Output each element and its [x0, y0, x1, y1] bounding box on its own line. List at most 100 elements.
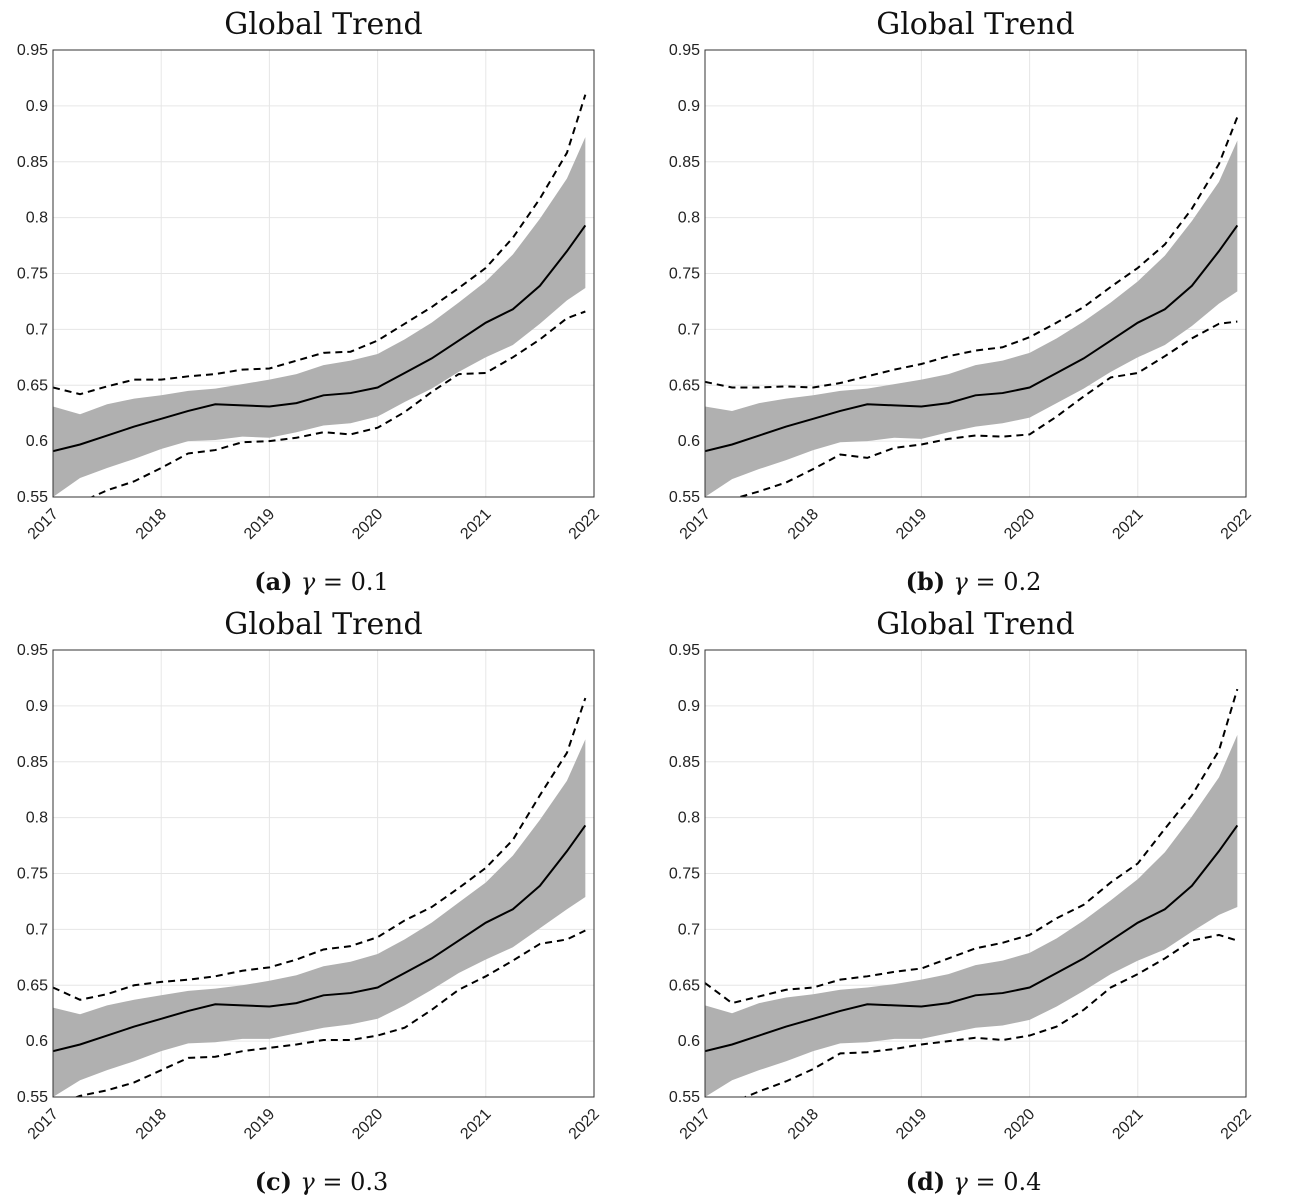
y-tick-label: 0.9	[678, 698, 700, 715]
chart-d: 0.55 0.6 0.65 0.7 0.75 0.8 0.85 0.9 0.95 2017 2018…	[669, 607, 1255, 1196]
x-tick-label: 2022	[1218, 506, 1255, 543]
caption-c: (c) γ = 0.3	[255, 1167, 389, 1196]
chart-b: 0.55 0.6 0.65 0.7 0.75 0.8 0.85 0.9 0.95 2017 2018…	[669, 7, 1255, 596]
caption-symbol: γ	[953, 1168, 975, 1196]
lower-bound-line	[74, 929, 586, 1097]
x-tick-label: 2017	[677, 1106, 714, 1143]
x-tick-label: 2021	[1109, 1106, 1146, 1143]
x-tick-label: 2022	[566, 506, 603, 543]
confidence-band	[53, 137, 586, 497]
caption-symbol: γ	[301, 568, 323, 596]
trend-line	[705, 224, 1239, 453]
confidence-band	[53, 739, 586, 1097]
panel-c: 0.55 0.6 0.65 0.7 0.75 0.8 0.85 0.9 0.95 2017 2018…	[0, 600, 640, 1200]
chart-title: Global Trend	[224, 607, 422, 642]
lower-bound-line	[89, 310, 586, 497]
trend-line	[53, 824, 587, 1053]
lower-bound-line	[742, 933, 1238, 1097]
x-tick-label: 2017	[25, 506, 62, 543]
x-tick-label: 2020	[349, 1106, 386, 1143]
y-tick-label: 0.95	[669, 642, 700, 659]
x-tick-label: 2019	[893, 506, 930, 543]
plot-content	[53, 94, 587, 497]
plot-content	[53, 697, 587, 1097]
x-tick-label: 2019	[893, 1106, 930, 1143]
axes-box	[52, 49, 595, 498]
x-tick-label: 2018	[133, 1106, 170, 1143]
y-tick-label: 0.95	[669, 42, 700, 59]
plot-content	[705, 116, 1239, 497]
x-tick-label: 2020	[349, 506, 386, 543]
y-tick-label: 0.8	[26, 210, 48, 227]
y-tick-label: 0.85	[17, 754, 48, 771]
axes-box	[704, 49, 1247, 498]
y-tick-label: 0.8	[26, 810, 48, 827]
y-tick-label: 0.9	[26, 98, 48, 115]
axes-box	[52, 649, 595, 1098]
y-tick-label: 0.65	[17, 377, 48, 394]
plot-content	[705, 688, 1239, 1097]
caption-label: (c)	[255, 1167, 301, 1196]
x-tick-label: 2018	[785, 1106, 822, 1143]
x-tick-label: 2018	[133, 506, 170, 543]
y-tick-label: 0.85	[17, 154, 48, 171]
chart-title: Global Trend	[876, 607, 1074, 642]
chart-c: 0.55 0.6 0.65 0.7 0.75 0.8 0.85 0.9 0.95 2017 2018…	[17, 607, 603, 1196]
y-tick-label: 0.7	[678, 321, 700, 338]
y-tick-label: 0.6	[26, 433, 48, 450]
panel-a: 0.55 0.6 0.65 0.7 0.75 0.8 0.85 0.9 0.95 2017 2018…	[0, 0, 640, 600]
trend-line	[705, 824, 1239, 1053]
panel-d: 0.55 0.6 0.65 0.7 0.75 0.8 0.85 0.9 0.95 2017 2018…	[652, 600, 1292, 1200]
y-tick-label: 0.55	[17, 1089, 48, 1106]
caption-value: = 0.2	[975, 568, 1041, 596]
y-tick-label: 0.55	[17, 489, 48, 506]
y-tick-label: 0.85	[669, 754, 700, 771]
y-tick-label: 0.75	[669, 866, 700, 883]
y-tick-label: 0.55	[669, 489, 700, 506]
y-tick-label: 0.75	[669, 266, 700, 283]
axes-box	[704, 649, 1247, 1098]
x-tick-label: 2019	[241, 506, 278, 543]
caption-symbol: γ	[953, 568, 975, 596]
caption-value: = 0.3	[322, 1168, 388, 1196]
x-tick-label: 2020	[1001, 1106, 1038, 1143]
y-tick-label: 0.65	[669, 377, 700, 394]
x-tick-label: 2021	[457, 1106, 494, 1143]
confidence-band	[705, 140, 1238, 497]
trend-line	[53, 224, 587, 453]
chart-title: Global Trend	[876, 7, 1074, 42]
chart-title: Global Trend	[224, 7, 422, 42]
y-tick-label: 0.6	[678, 1033, 700, 1050]
lower-bound-line	[736, 320, 1238, 497]
y-tick-label: 0.6	[26, 1033, 48, 1050]
y-tick-label: 0.75	[17, 866, 48, 883]
caption-label: (a)	[254, 567, 301, 596]
upper-bound-line	[705, 116, 1239, 389]
y-tick-label: 0.7	[26, 921, 48, 938]
y-tick-label: 0.65	[17, 977, 48, 994]
x-tick-label: 2022	[566, 1106, 603, 1143]
y-tick-label: 0.9	[26, 698, 48, 715]
caption-b: (b) γ = 0.2	[906, 567, 1042, 596]
caption-a: (a) γ = 0.1	[254, 567, 389, 596]
y-tick-label: 0.6	[678, 433, 700, 450]
x-tick-label: 2021	[457, 506, 494, 543]
caption-value: = 0.4	[975, 1168, 1041, 1196]
y-tick-label: 0.7	[26, 321, 48, 338]
y-tick-label: 0.65	[669, 977, 700, 994]
y-tick-label: 0.8	[678, 810, 700, 827]
caption-label: (d)	[906, 1167, 954, 1196]
upper-bound-line	[705, 688, 1239, 1005]
chart-a: 0.55 0.6 0.65 0.7 0.75 0.8 0.85 0.9 0.95 2017 2018…	[17, 7, 603, 596]
caption-d: (d) γ = 0.4	[906, 1167, 1042, 1196]
caption-value: = 0.1	[323, 568, 389, 596]
upper-bound-line	[53, 94, 587, 396]
y-tick-label: 0.95	[17, 42, 48, 59]
caption-symbol: γ	[300, 1168, 322, 1196]
x-tick-label: 2022	[1218, 1106, 1255, 1143]
x-tick-label: 2019	[241, 1106, 278, 1143]
y-tick-label: 0.95	[17, 642, 48, 659]
x-tick-label: 2017	[677, 506, 714, 543]
x-tick-label: 2021	[1109, 506, 1146, 543]
panel-b: 0.55 0.6 0.65 0.7 0.75 0.8 0.85 0.9 0.95 2017 2018…	[652, 0, 1292, 600]
